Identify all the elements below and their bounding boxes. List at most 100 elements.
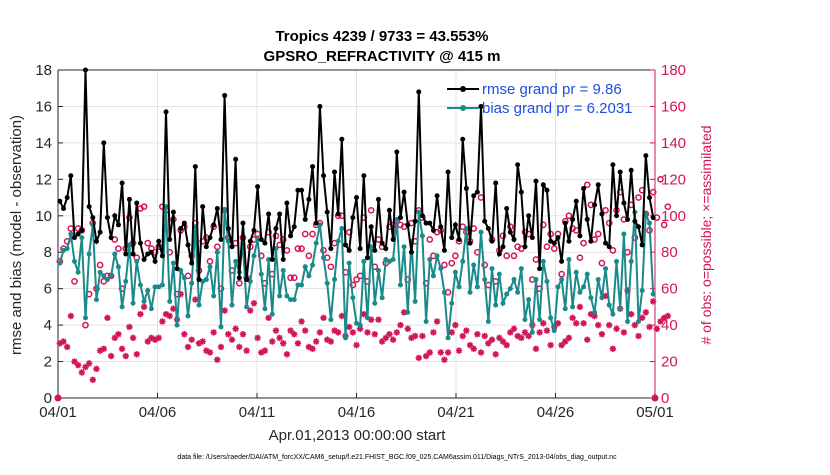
rmse-point <box>247 238 253 244</box>
bias-point <box>266 257 272 263</box>
bias-point <box>548 315 554 321</box>
bias-point <box>577 289 583 295</box>
bias-point <box>460 258 466 264</box>
bias-point <box>482 277 488 283</box>
obs-assimilated-point <box>272 327 280 334</box>
rmse-point <box>397 215 403 221</box>
obs-possible-point <box>426 236 434 243</box>
rmse-point <box>126 196 132 202</box>
rmse-point <box>364 255 370 261</box>
obs-assimilated-point <box>276 334 283 342</box>
obs-assimilated-point <box>532 345 540 352</box>
bias-point <box>130 300 136 306</box>
obs-assimilated-point <box>144 338 151 345</box>
obs-assimilated-point <box>100 345 107 352</box>
bias-point <box>203 277 209 283</box>
data-file-note: data file: /Users/raeder/DAI/ATM_forcXX/… <box>177 454 617 461</box>
rmse-point <box>134 200 140 206</box>
bias-point <box>104 277 110 283</box>
rmse-point <box>537 266 543 272</box>
rmse-point <box>405 222 411 228</box>
obs-assimilated-point <box>404 325 411 332</box>
bias-point <box>522 317 528 323</box>
obs-assimilated-point <box>400 309 408 316</box>
rmse-point <box>64 195 70 201</box>
rmse-point <box>60 205 66 211</box>
bias-point <box>544 278 550 284</box>
rmse-point <box>650 215 656 221</box>
obs-assimilated-point <box>602 292 609 300</box>
obs-assimilated-point <box>514 332 521 340</box>
rmse-point <box>108 235 114 241</box>
obs-assimilated-point <box>206 349 214 356</box>
obs-possible-point <box>441 261 448 269</box>
obs-assimilated-point <box>177 290 184 298</box>
obs-assimilated-point <box>609 345 617 352</box>
bias-point <box>255 236 261 242</box>
bias-point <box>478 229 484 235</box>
labels: Tropics 4239 / 9733 = 43.553% GPSRO_REFR… <box>8 28 714 461</box>
rmse-point <box>452 222 458 228</box>
rmse-point <box>244 277 250 283</box>
rmse-point <box>159 253 165 259</box>
obs-assimilated-point <box>591 312 598 320</box>
bias-point <box>610 311 616 317</box>
y-axis-label: rmse and bias (model - observation) <box>8 115 25 355</box>
y-tick-label: 16 <box>35 98 52 115</box>
bias-point <box>71 258 77 264</box>
obs-assimilated-point <box>327 338 335 345</box>
rmse-point <box>236 275 242 281</box>
rmse-point <box>603 240 609 246</box>
rmse-point <box>438 224 444 230</box>
rmse-point <box>335 211 341 217</box>
obs-assimilated-point <box>492 351 499 358</box>
bias-point <box>119 304 125 310</box>
rmse-point <box>324 209 330 215</box>
legend: rmse grand pr = 9.86 bias grand pr = 6.20… <box>447 81 633 117</box>
bias-point <box>434 253 440 259</box>
obs-assimilated-point <box>543 327 551 334</box>
rmse-point <box>137 240 143 246</box>
obs-assimilated-point <box>653 325 661 332</box>
rmse-point <box>229 244 235 250</box>
obs-assimilated-point <box>170 305 177 312</box>
obs-assimilated-point <box>638 314 646 322</box>
rmse-point <box>255 184 261 190</box>
bias-point <box>196 302 202 308</box>
obs-assimilated-point <box>133 351 140 358</box>
bias-point <box>474 284 480 290</box>
obs-assimilated-point <box>455 347 463 354</box>
rmse-point <box>606 244 612 250</box>
chart-subtitle: GPSRO_REFRACTIVITY @ 415 m <box>264 48 501 65</box>
obs-assimilated-point <box>606 321 613 329</box>
obs-assimilated-point <box>210 329 217 336</box>
obs-assimilated-point <box>345 323 353 331</box>
bias-point <box>313 240 319 246</box>
obs-possible-point <box>290 274 298 282</box>
rmse-point <box>504 205 510 211</box>
obs-possible-point <box>550 245 558 252</box>
obs-assimilated-point <box>507 329 514 336</box>
obs-assimilated-point <box>499 338 507 345</box>
rmse-point <box>339 136 345 142</box>
obs-assimilated-point <box>302 327 309 334</box>
legend-bias-label: bias grand pr = 6.2031 <box>482 100 633 117</box>
bias-point <box>112 251 118 257</box>
y-tick-label: 4 <box>44 317 52 334</box>
obs-assimilated-point <box>521 329 529 336</box>
rmse-point <box>526 213 532 219</box>
bias-point <box>174 322 180 328</box>
obs-assimilated-point <box>642 309 650 316</box>
obs-possible-point <box>598 259 606 267</box>
bias-point <box>280 267 286 273</box>
obs-assimilated-point <box>595 321 602 329</box>
obs-possible-point <box>126 214 133 221</box>
rmse-point <box>471 193 477 199</box>
legend-rmse-label: rmse grand pr = 9.86 <box>482 81 622 98</box>
obs-assimilated-point <box>96 347 104 354</box>
obs-possible-point <box>115 245 122 252</box>
bias-point <box>445 335 451 341</box>
obs-assimilated-point <box>60 338 67 345</box>
obs-assimilated-point <box>382 334 390 342</box>
